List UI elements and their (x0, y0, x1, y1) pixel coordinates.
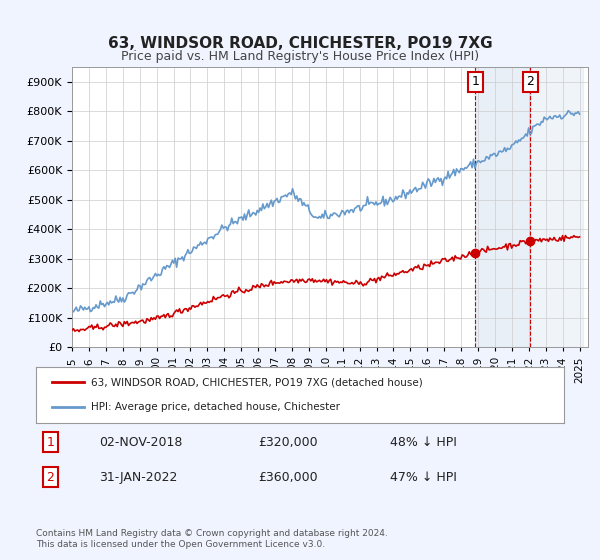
Text: 63, WINDSOR ROAD, CHICHESTER, PO19 7XG (detached house): 63, WINDSOR ROAD, CHICHESTER, PO19 7XG (… (91, 377, 423, 388)
Text: 31-JAN-2022: 31-JAN-2022 (100, 470, 178, 483)
Text: 63, WINDSOR ROAD, CHICHESTER, PO19 7XG: 63, WINDSOR ROAD, CHICHESTER, PO19 7XG (107, 36, 493, 52)
Text: 2: 2 (47, 470, 55, 483)
Text: 1: 1 (471, 76, 479, 88)
Text: 2: 2 (526, 76, 534, 88)
Text: 1: 1 (47, 436, 55, 449)
Text: HPI: Average price, detached house, Chichester: HPI: Average price, detached house, Chic… (91, 402, 340, 412)
Bar (475, 67, 530, 347)
Text: Contains HM Land Registry data © Crown copyright and database right 2024.
This d: Contains HM Land Registry data © Crown c… (36, 529, 388, 549)
Text: £320,000: £320,000 (258, 436, 317, 449)
Bar (530, 67, 583, 347)
Text: 48% ↓ HPI: 48% ↓ HPI (390, 436, 457, 449)
Text: Price paid vs. HM Land Registry's House Price Index (HPI): Price paid vs. HM Land Registry's House … (121, 50, 479, 63)
Text: £360,000: £360,000 (258, 470, 317, 483)
Text: 47% ↓ HPI: 47% ↓ HPI (390, 470, 457, 483)
Text: 02-NOV-2018: 02-NOV-2018 (100, 436, 183, 449)
